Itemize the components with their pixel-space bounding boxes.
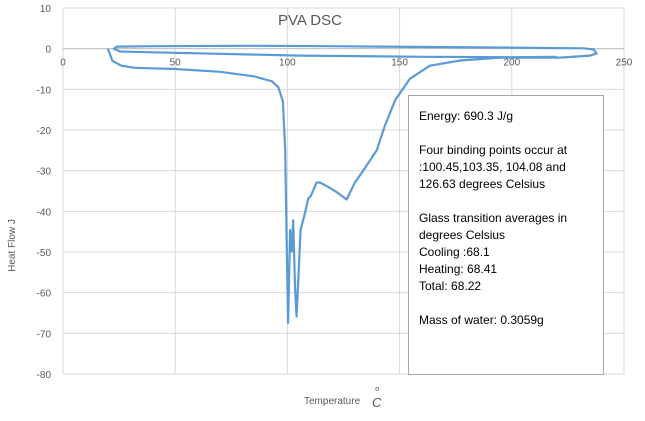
x-tick-label: 100	[279, 58, 296, 69]
x-axis-label: Temperature	[304, 396, 361, 407]
total-text: Total: 68.22	[419, 279, 482, 293]
y-tick-label: -10	[37, 85, 52, 96]
water-text: Mass of water: 0.3059g	[419, 313, 544, 327]
heating-text: Heating: 68.41	[419, 262, 498, 276]
glass-text-2: degrees Celsius	[419, 228, 506, 242]
y-tick-label: 10	[40, 4, 52, 15]
binding-text-2: :100.45,103.35, 104.08 and	[419, 160, 566, 174]
y-tick-label: -70	[37, 329, 52, 340]
unit-letter: C	[372, 395, 382, 410]
glass-text-1: Glass transition averages in	[419, 211, 568, 225]
cooling-text: Cooling :68.1	[419, 245, 490, 259]
y-tick-label: -60	[37, 289, 52, 300]
x-tick-label: 250	[616, 58, 633, 69]
x-tick-label: 150	[391, 58, 408, 69]
x-axis-unit: ° C	[372, 384, 382, 410]
degree-symbol: °	[374, 384, 380, 399]
x-tick-label: 0	[60, 58, 66, 69]
y-tick-label: -20	[37, 126, 52, 137]
x-tick-label: 50	[170, 58, 182, 69]
y-tick-label: -80	[37, 370, 52, 381]
y-tick-labels: 10 0 -10 -20 -30 -40 -50 -60 -70 -80	[37, 4, 52, 381]
annotation-textbox: Energy: 690.3 J/g Four binding points oc…	[408, 95, 604, 375]
y-tick-label: 0	[45, 45, 51, 56]
binding-text-1: Four binding points occur at	[419, 143, 568, 157]
y-axis-label: Heat Flow J	[6, 219, 18, 272]
binding-text-3: 126.63 degrees Celsius	[419, 177, 546, 191]
x-tick-labels: 0 50 100 150 200 250	[60, 58, 633, 69]
y-tick-label: -30	[37, 167, 52, 178]
x-tick-label: 200	[503, 58, 520, 69]
y-tick-label: -50	[37, 248, 52, 259]
energy-text: Energy: 690.3 J/g	[419, 109, 514, 123]
chart-title: PVA DSC	[278, 12, 342, 29]
y-tick-label: -40	[37, 207, 52, 218]
series-line-pva	[106, 44, 598, 324]
